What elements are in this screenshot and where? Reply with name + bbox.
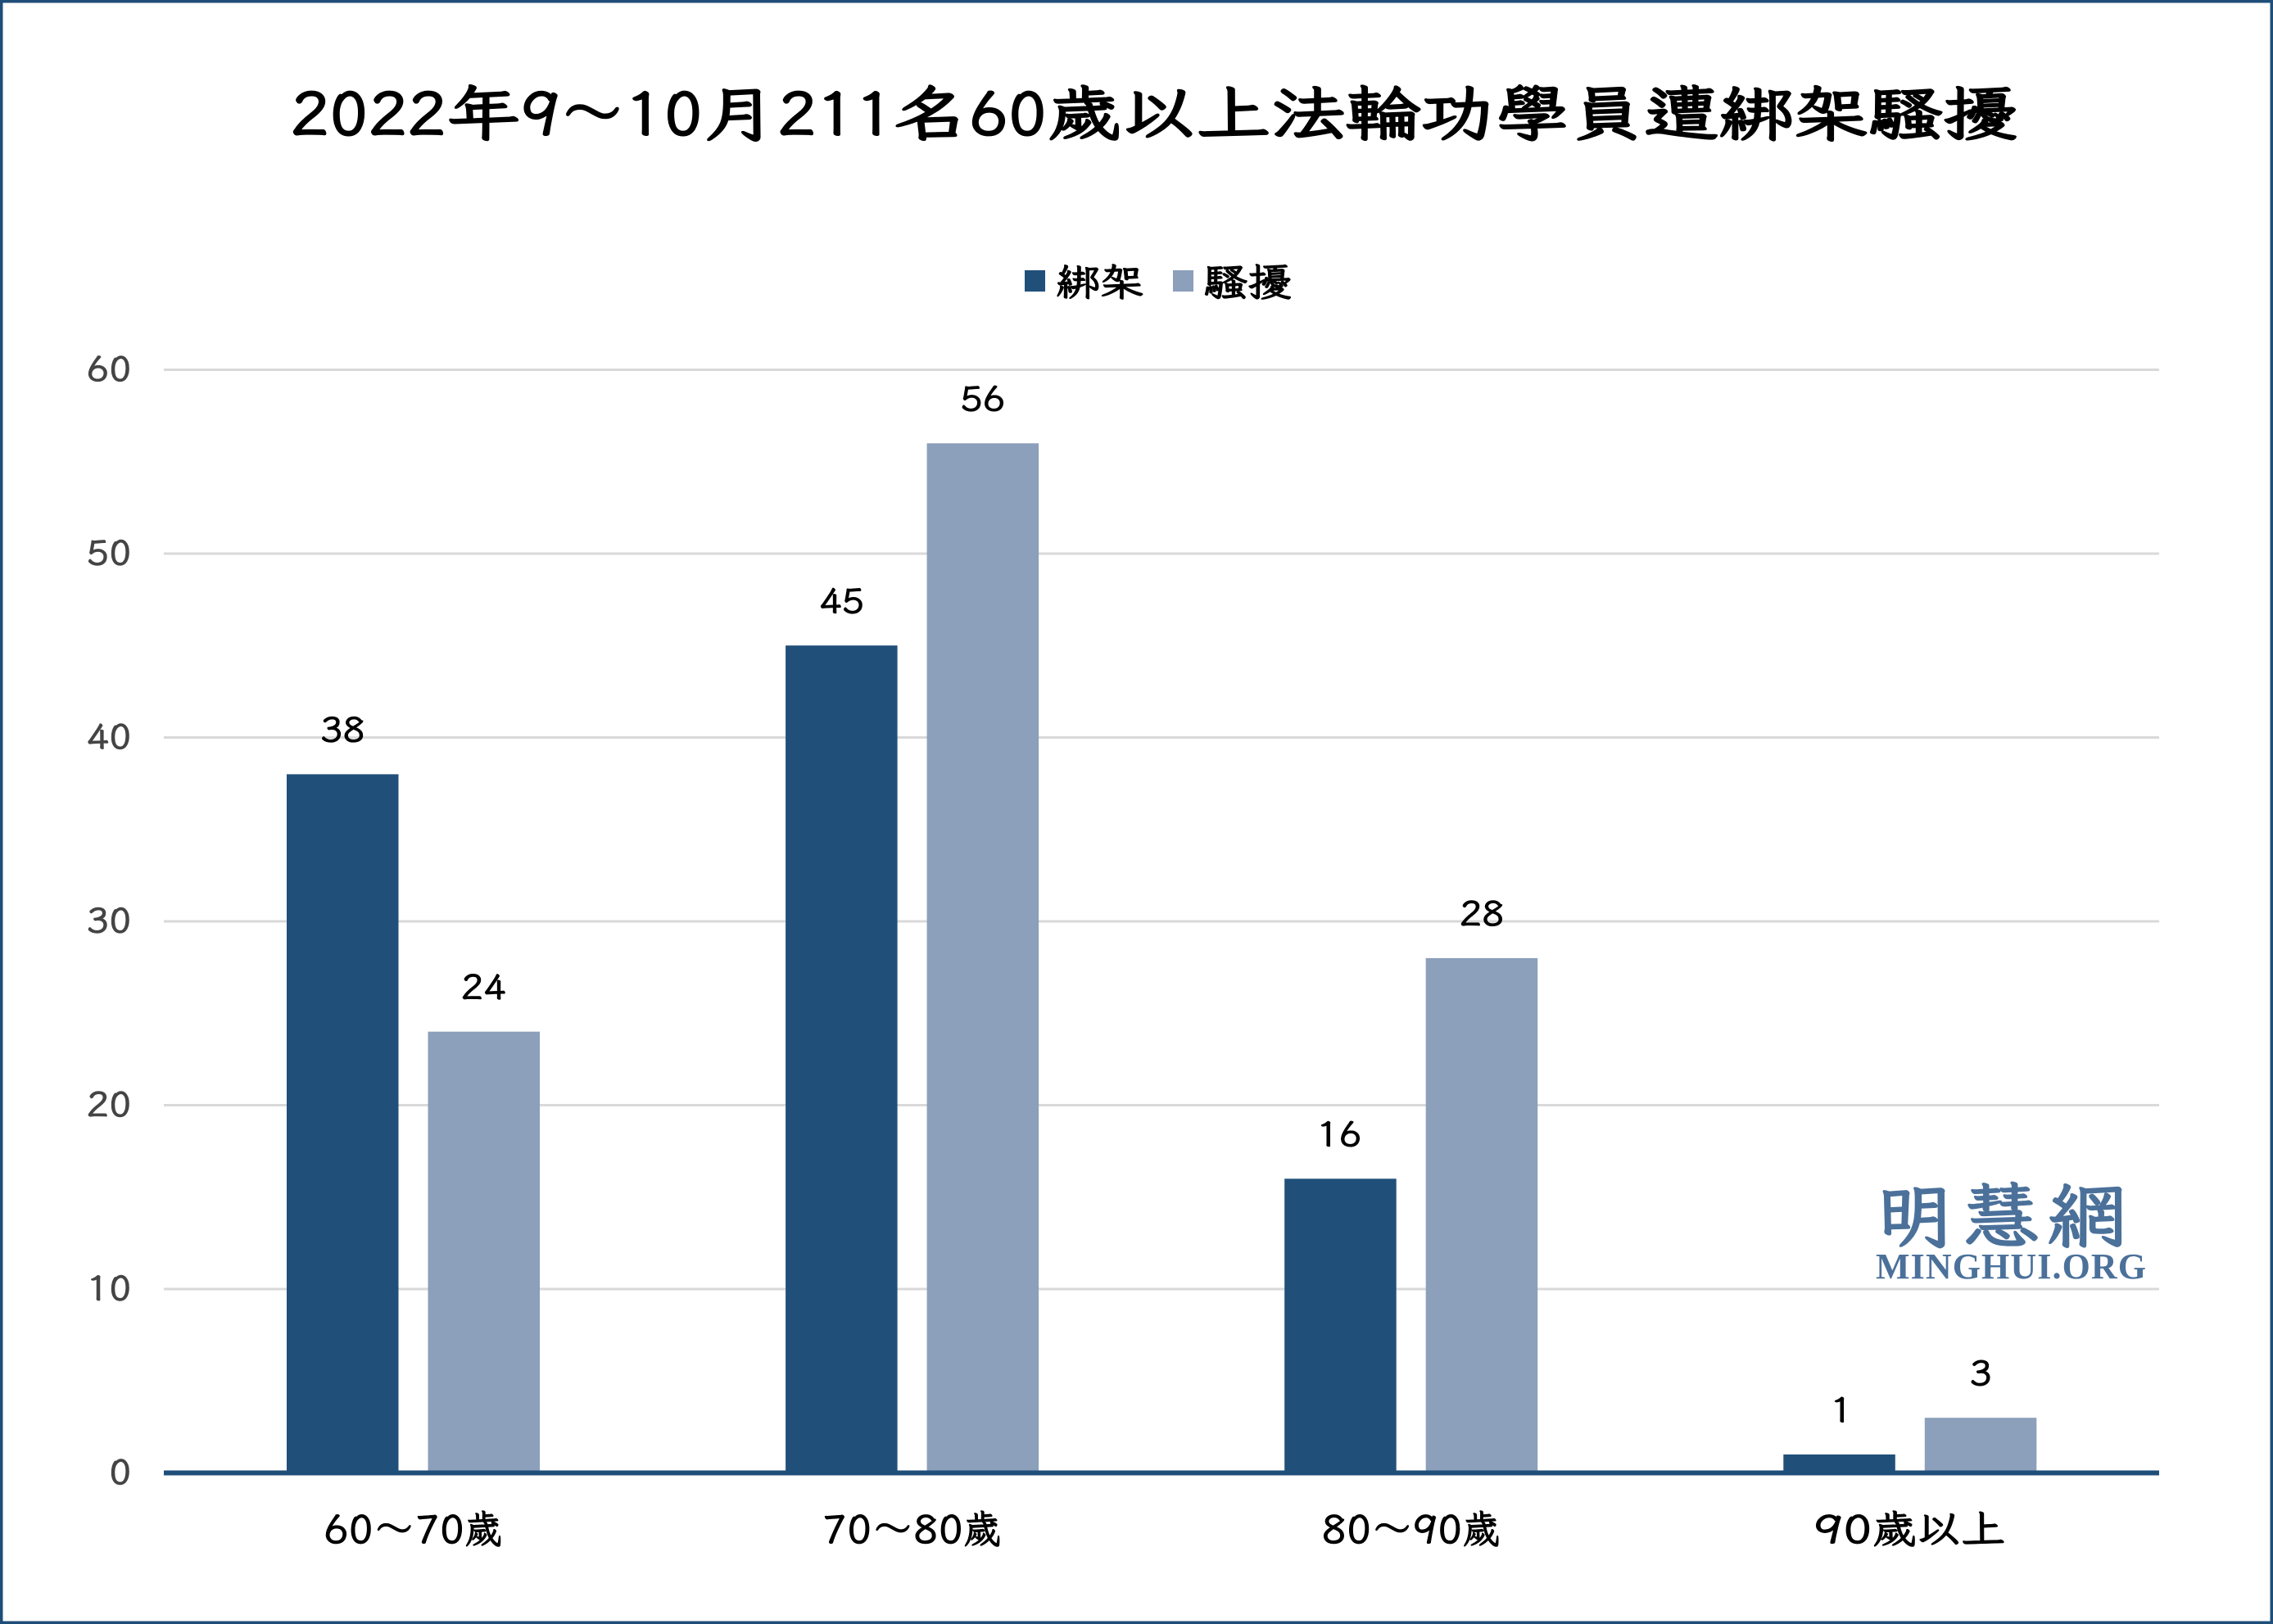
svg-text:MINGHUI.ORG: MINGHUI.ORG [1876,1246,2146,1287]
